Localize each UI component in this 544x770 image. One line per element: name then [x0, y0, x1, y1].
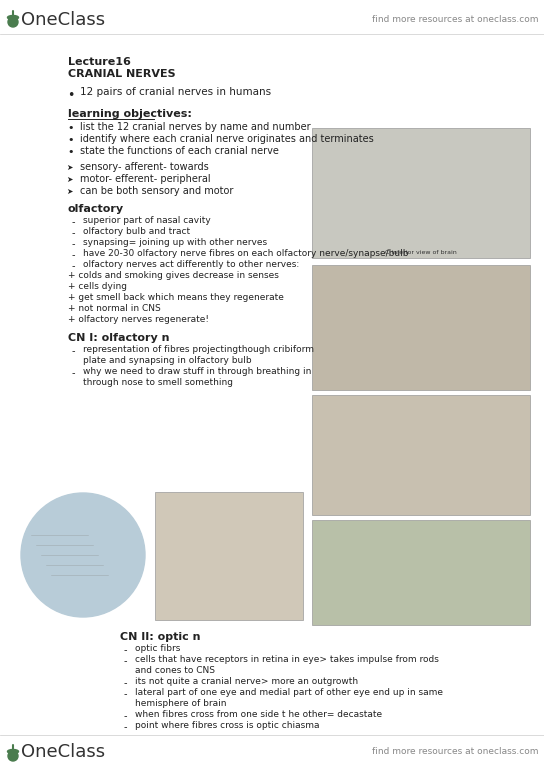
Text: motor- efferent- peripheral: motor- efferent- peripheral — [80, 174, 211, 184]
Text: -: - — [72, 217, 76, 227]
Circle shape — [8, 17, 18, 27]
Text: and cones to CNS: and cones to CNS — [135, 666, 215, 675]
Text: -: - — [72, 250, 76, 260]
FancyBboxPatch shape — [312, 128, 530, 258]
Text: ➤: ➤ — [66, 175, 72, 184]
Text: list the 12 cranial nerves by name and number: list the 12 cranial nerves by name and n… — [80, 122, 311, 132]
Text: -: - — [124, 645, 127, 655]
Text: C inferior view of brain: C inferior view of brain — [385, 250, 457, 255]
Text: state the functions of each cranial nerve: state the functions of each cranial nerv… — [80, 146, 279, 156]
Text: -: - — [124, 656, 127, 666]
Ellipse shape — [8, 15, 18, 19]
Text: hemisphere of brain: hemisphere of brain — [135, 699, 226, 708]
Text: optic fibrs: optic fibrs — [135, 644, 181, 653]
Text: representation of fibres projectingthough cribiform: representation of fibres projectingthoug… — [83, 345, 314, 354]
Text: learning objectives:: learning objectives: — [68, 109, 192, 119]
Text: •: • — [67, 123, 73, 133]
Text: ➤: ➤ — [66, 187, 72, 196]
Text: •: • — [67, 147, 73, 157]
Text: -: - — [72, 368, 76, 378]
Text: -: - — [124, 722, 127, 732]
Text: -: - — [124, 689, 127, 699]
Text: can be both sensory and motor: can be both sensory and motor — [80, 186, 233, 196]
Text: •: • — [67, 135, 73, 145]
Text: superior part of nasal cavity: superior part of nasal cavity — [83, 216, 211, 225]
Text: CN I: olfactory n: CN I: olfactory n — [68, 333, 170, 343]
Text: lateral part of one eye and medial part of other eye end up in same: lateral part of one eye and medial part … — [135, 688, 443, 697]
FancyBboxPatch shape — [312, 265, 530, 390]
FancyBboxPatch shape — [312, 520, 530, 625]
Text: + olfactory nerves regenerate!: + olfactory nerves regenerate! — [68, 315, 209, 324]
Text: + not normal in CNS: + not normal in CNS — [68, 304, 160, 313]
Text: + get smell back which means they regenerate: + get smell back which means they regene… — [68, 293, 284, 302]
Text: 12 pairs of cranial nerves in humans: 12 pairs of cranial nerves in humans — [80, 87, 271, 97]
Text: identify where each cranial nerve originates and terminates: identify where each cranial nerve origin… — [80, 134, 374, 144]
Text: -: - — [124, 711, 127, 721]
Text: olfactory bulb and tract: olfactory bulb and tract — [83, 227, 190, 236]
Ellipse shape — [8, 749, 18, 754]
Circle shape — [21, 493, 145, 617]
FancyBboxPatch shape — [312, 395, 530, 515]
Text: -: - — [72, 239, 76, 249]
Text: when fibres cross from one side t he other= decastate: when fibres cross from one side t he oth… — [135, 710, 382, 719]
Text: find more resources at oneclass.com: find more resources at oneclass.com — [372, 748, 538, 756]
Text: -: - — [124, 678, 127, 688]
Text: Lecture16: Lecture16 — [68, 57, 131, 67]
Text: ➤: ➤ — [66, 163, 72, 172]
Text: •: • — [67, 89, 75, 102]
Text: plate and synapsing in olfactory bulb: plate and synapsing in olfactory bulb — [83, 356, 252, 365]
Text: OneClass: OneClass — [21, 743, 105, 761]
Text: -: - — [72, 228, 76, 238]
Text: CN II: optic n: CN II: optic n — [120, 632, 201, 642]
Text: through nose to smell something: through nose to smell something — [83, 378, 233, 387]
Text: point where fibres cross is optic chiasma: point where fibres cross is optic chiasm… — [135, 721, 319, 730]
Text: olfactory nerves act differently to other nerves:: olfactory nerves act differently to othe… — [83, 260, 299, 269]
Text: -: - — [72, 261, 76, 271]
FancyBboxPatch shape — [155, 492, 303, 620]
Text: why we need to draw stuff in through breathing in: why we need to draw stuff in through bre… — [83, 367, 311, 376]
Text: olfactory: olfactory — [68, 204, 124, 214]
Text: have 20-30 olfactory nerve fibres on each olfactory nerve/synapse/bulb: have 20-30 olfactory nerve fibres on eac… — [83, 249, 409, 258]
Text: cells that have receptors in retina in eye> takes impulse from rods: cells that have receptors in retina in e… — [135, 655, 439, 664]
Text: -: - — [72, 346, 76, 356]
Text: find more resources at oneclass.com: find more resources at oneclass.com — [372, 15, 538, 25]
Text: sensory- afferent- towards: sensory- afferent- towards — [80, 162, 209, 172]
Text: + colds and smoking gives decrease in senses: + colds and smoking gives decrease in se… — [68, 271, 279, 280]
Text: synapsing= joining up with other nerves: synapsing= joining up with other nerves — [83, 238, 267, 247]
Text: + cells dying: + cells dying — [68, 282, 127, 291]
Text: its not quite a cranial nerve> more an outgrowth: its not quite a cranial nerve> more an o… — [135, 677, 358, 686]
Circle shape — [8, 751, 18, 761]
Text: CRANIAL NERVES: CRANIAL NERVES — [68, 69, 176, 79]
Text: OneClass: OneClass — [21, 11, 105, 29]
